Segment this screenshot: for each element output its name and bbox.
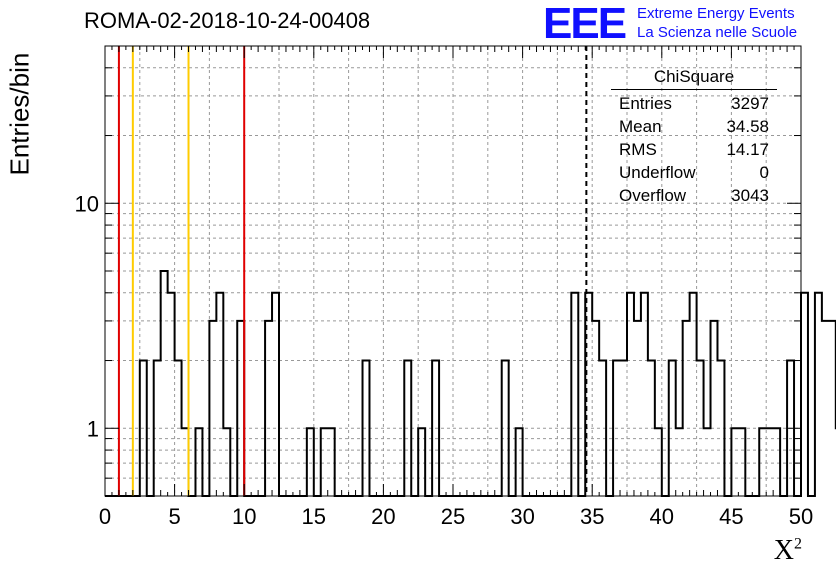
x-tick-label: 25 (441, 504, 465, 529)
y-axis-label: Entries/bin (4, 52, 35, 176)
y-tick-label: 10 (75, 191, 99, 216)
x-tick-label: 30 (510, 504, 534, 529)
logo-line-2: La Scienza nelle Scuole (637, 24, 798, 41)
stats-value: 3043 (731, 186, 769, 205)
x-tick-label: 45 (719, 504, 743, 529)
x-axis-label: X2 (774, 535, 802, 567)
stats-label: RMS (619, 140, 657, 159)
x-axis-label-superscript: 2 (794, 535, 802, 553)
stats-row-overflow: Overflow 3043 (611, 184, 777, 207)
stats-value: 3297 (731, 94, 769, 113)
stats-label: Entries (619, 94, 672, 113)
stats-label: Underflow (619, 163, 696, 182)
stats-row-rms: RMS 14.17 (611, 138, 777, 161)
stats-row-mean: Mean 34.58 (611, 115, 777, 138)
x-tick-label: 40 (650, 504, 674, 529)
logo-line-1: Extreme Energy Events (637, 5, 795, 22)
stats-value: 0 (759, 163, 769, 182)
stats-box: ChiSquare Entries 3297 Mean 34.58 RMS 14.17… (611, 66, 777, 207)
stats-label: Overflow (619, 186, 687, 205)
run-title: ROMA-02-2018-10-24-00408 (84, 8, 371, 33)
x-tick-label: 10 (232, 504, 256, 529)
x-axis-label-base: X (773, 535, 794, 566)
eee-logo: EEE (543, 0, 627, 48)
stats-title: ChiSquare (611, 66, 777, 90)
stats-value: 14.17 (726, 140, 769, 159)
x-tick-label: 5 (168, 504, 180, 529)
x-tick-label: 20 (371, 504, 395, 529)
y-tick-label: 1 (87, 416, 99, 441)
stats-row-entries: Entries 3297 (611, 92, 777, 115)
stats-value: 34.58 (726, 117, 769, 136)
x-tick-label: 50 (789, 504, 813, 529)
x-tick-label: 0 (99, 504, 111, 529)
stats-label: Mean (619, 117, 662, 136)
x-tick-label: 35 (580, 504, 604, 529)
stats-row-underflow: Underflow 0 (611, 161, 777, 184)
x-tick-label: 15 (302, 504, 326, 529)
